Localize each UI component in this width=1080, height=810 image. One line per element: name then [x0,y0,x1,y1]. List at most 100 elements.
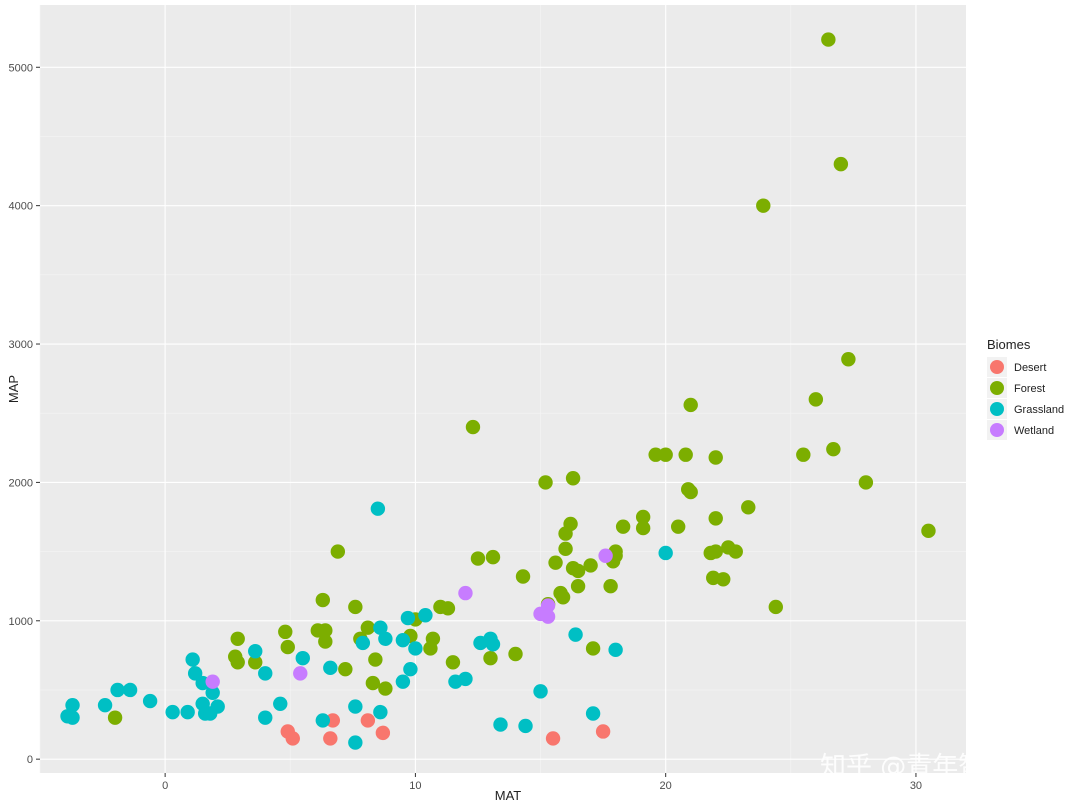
data-point-forest [360,620,376,635]
data-point-grassland [205,685,220,700]
data-point-grassland [348,735,363,750]
data-point-forest [378,681,393,696]
data-point-grassland [373,704,388,720]
data-point-grassland [485,637,501,652]
data-point-grassland [395,632,411,648]
data-points [60,32,936,750]
data-point-grassland [315,713,331,728]
y-tick-label: 5000 [9,62,33,74]
watermark: 知乎 @青年智囊 [820,752,1010,782]
data-point-wetland [540,598,556,613]
data-point-grassland [403,662,418,677]
data-point-forest [756,198,771,213]
data-point-forest [558,541,573,557]
data-point-grassland [373,620,388,635]
data-point-grassland [323,660,338,676]
data-point-forest [678,447,693,462]
data-point-forest [515,569,531,584]
x-axis-title: MAT [495,788,522,803]
data-point-forest [728,544,743,559]
x-tick-label: 20 [660,780,672,792]
data-point-grassland [258,710,273,725]
y-tick-label: 2000 [9,477,33,489]
y-tick-label: 0 [27,754,33,766]
x-axis-ticks: 0 10 20 30 [162,773,922,792]
data-point-forest [248,655,263,670]
data-point-forest [368,652,383,667]
y-tick-label: 4000 [9,201,33,213]
data-point-grassland [408,641,423,656]
data-point-grassland [65,697,80,713]
data-point-forest [808,392,824,407]
data-point-desert [545,731,561,746]
data-point-grassland [378,631,393,646]
data-point-forest [338,662,353,677]
data-point-grassland [210,699,225,714]
data-point-grassland [493,717,508,732]
minor-gridlines [39,5,966,773]
legend-label-wetland: Wetland [1014,425,1054,437]
data-point-forest [708,450,723,465]
data-point-grassland [533,684,548,699]
legend-label-desert: Desert [1014,362,1046,374]
data-point-forest [508,646,523,662]
data-point-grassland [585,706,601,721]
data-point-forest [583,558,598,573]
major-gridlines [40,5,966,773]
data-point-forest [440,601,456,616]
data-point-grassland [400,610,416,626]
data-point-wetland [458,585,473,601]
data-point-grassland [122,682,138,698]
legend: Biomes Desert Forest Grassland Wetland [987,337,1064,440]
data-point-wetland [540,609,556,624]
data-point-forest [833,156,849,172]
data-point-grassland [248,644,263,659]
legend-label-grassland: Grassland [1014,404,1064,416]
data-point-desert [360,713,376,728]
y-tick-label: 3000 [9,339,33,351]
data-point-grassland [165,704,180,720]
data-point-desert [323,731,338,746]
data-point-grassland [187,666,203,681]
data-point-grassland [568,627,583,642]
data-point-forest [768,599,783,615]
data-point-forest [708,544,723,559]
data-point-forest [315,592,331,608]
legend-label-forest: Forest [1014,383,1045,395]
data-point-desert [375,725,391,741]
x-tick-label: 0 [162,780,168,792]
data-point-forest [635,509,651,525]
data-point-grassland [273,696,288,712]
legend-key-grassland [990,402,1004,416]
data-point-forest [648,447,663,462]
data-point-forest [858,475,874,490]
y-axis-title: MAP [6,375,21,403]
data-point-forest [821,32,836,47]
data-point-forest [658,447,673,462]
data-point-forest [555,590,571,605]
data-point-forest [425,631,441,646]
data-point-forest [278,624,293,640]
data-point-forest [348,599,363,615]
data-point-forest [716,572,731,587]
data-point-forest [330,544,346,559]
data-point-grassland [110,682,125,698]
data-point-forest [445,655,461,670]
data-point-forest [365,675,381,691]
data-point-forest [107,710,123,725]
data-point-forest [563,516,578,532]
data-point-forest [603,578,618,594]
data-point-forest [230,631,245,646]
data-point-forest [483,650,498,666]
data-point-forest [741,500,756,515]
data-point-forest [280,639,295,655]
data-point-grassland [65,710,80,725]
data-point-forest [635,520,651,536]
data-point-grassland [658,545,673,561]
data-point-forest [470,551,486,566]
legend-key-desert [990,360,1004,374]
data-point-wetland [598,548,613,563]
data-point-forest [921,523,936,539]
data-point-forest [615,519,631,534]
data-point-grassland [458,671,473,687]
